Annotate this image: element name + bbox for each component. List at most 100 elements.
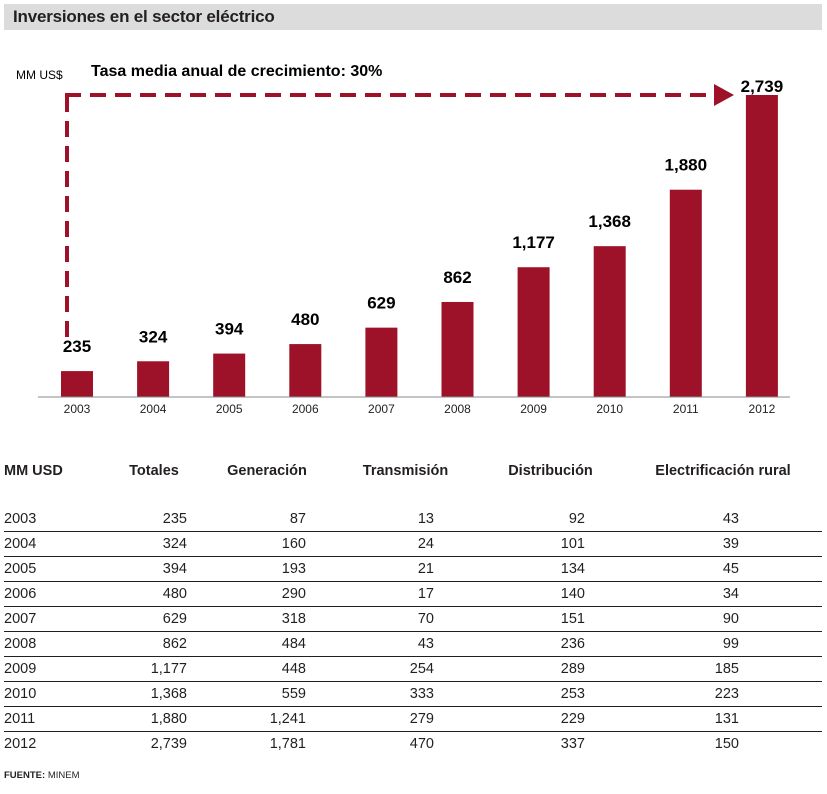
table-cell-text: 87 <box>289 511 306 527</box>
bar-2007 <box>365 327 398 397</box>
x-tick-label-2011: 2011 <box>673 402 699 416</box>
bar-2012 <box>745 95 778 397</box>
table-cell-value: 862 <box>108 631 200 657</box>
table-cell-text: 151 <box>560 611 585 627</box>
bar-2008 <box>441 301 474 397</box>
table-cell-text: 559 <box>281 686 306 702</box>
table-cell-text: 333 <box>409 686 434 702</box>
table-cell-text: 394 <box>162 561 187 577</box>
table-cell-text: 318 <box>281 611 306 627</box>
table-cell-value: 229 <box>477 706 624 732</box>
table-cell-value: 70 <box>334 606 477 632</box>
bar-chart: MM US$ Tasa media anual de crecimiento: … <box>16 63 790 416</box>
table-cell-text: 2010 <box>4 686 37 702</box>
table-cell-value: 140 <box>477 581 624 607</box>
table-cell-value: 34 <box>624 581 822 607</box>
table-cell-text: 39 <box>722 536 739 552</box>
table-cell-year: 2010 <box>4 681 108 707</box>
table-cell-text: 484 <box>281 636 306 652</box>
header-electrificacion-rural: Electrificación rural <box>655 463 791 479</box>
table-cell-value: 99 <box>624 631 822 657</box>
table-cell-text: 862 <box>162 636 187 652</box>
title-bar: Inversiones en el sector eléctrico <box>4 4 822 30</box>
table-cell-text: 134 <box>560 561 585 577</box>
table-cell-year: 2008 <box>4 631 108 657</box>
growth-annotation: Tasa media anual de crecimiento: 30% <box>91 63 382 80</box>
table-cell-value: 223 <box>624 681 822 707</box>
table-cell-value: 337 <box>477 732 624 757</box>
table-cell-text: 1,781 <box>269 736 306 752</box>
source-text: MINEM <box>47 770 80 781</box>
table-row: 2011 1,880 1,241 279 229 131 <box>4 706 822 732</box>
source-label: FUENTE: <box>4 770 46 781</box>
table-cell-value: 333 <box>334 681 477 707</box>
table-cell-text: 193 <box>281 561 306 577</box>
bar-2005 <box>213 353 246 397</box>
table-cell-text: 99 <box>722 636 739 652</box>
source-note: FUENTE: MINEM <box>4 770 79 781</box>
table-cell-text: 289 <box>560 661 585 677</box>
table-row: 2006 480 290 17 140 34 <box>4 581 822 607</box>
table-cell-value: 21 <box>334 556 477 582</box>
table-cell-text: 1,880 <box>150 711 187 727</box>
table-cell-text: 236 <box>560 636 585 652</box>
table-cell-year: 2009 <box>4 656 108 682</box>
table-row: 2007 629 318 70 151 90 <box>4 606 822 632</box>
table-cell-value: 629 <box>108 606 200 632</box>
table-cell-value: 92 <box>477 507 624 532</box>
bar-2009 <box>517 267 550 397</box>
table-cell-value: 235 <box>108 507 200 532</box>
table-cell-value: 290 <box>200 581 334 607</box>
value-label-2005: 394 <box>215 320 244 339</box>
table-cell-value: 193 <box>200 556 334 582</box>
table-cell-value: 470 <box>334 732 477 757</box>
header-distribucion: Distribución <box>508 463 593 479</box>
value-label-2008: 862 <box>443 268 471 287</box>
table-cell-text: 337 <box>560 736 585 752</box>
table-cell-year: 2005 <box>4 556 108 582</box>
bar-2010 <box>593 246 626 397</box>
table-cell-value: 185 <box>624 656 822 682</box>
table-cell-text: 45 <box>722 561 739 577</box>
table-cell-value: 151 <box>477 606 624 632</box>
table-cell-text: 13 <box>417 511 434 527</box>
header-generacion: Generación <box>227 463 307 479</box>
x-tick-label-2008: 2008 <box>444 402 471 416</box>
x-tick-label-2012: 2012 <box>749 402 776 416</box>
table-cell-value: 1,368 <box>108 681 200 707</box>
table-cell-text: 324 <box>162 536 187 552</box>
header-unit: MM USD <box>4 463 63 479</box>
table-cell-text: 24 <box>417 536 434 552</box>
table-cell-year: 2011 <box>4 706 108 732</box>
table-cell-text: 2012 <box>4 736 37 752</box>
table-row: 2008 862 484 43 236 99 <box>4 631 822 657</box>
table-cell-text: 480 <box>162 586 187 602</box>
x-tick-label-2003: 2003 <box>64 402 91 416</box>
value-label-2012: 2,739 <box>741 77 784 96</box>
table-cell-text: 92 <box>568 511 585 527</box>
table-cell-text: 101 <box>560 536 585 552</box>
table-cell-text: 2006 <box>4 586 37 602</box>
table-cell-value: 318 <box>200 606 334 632</box>
table-cell-year: 2004 <box>4 531 108 557</box>
table-cell-text: 140 <box>560 586 585 602</box>
table-cell-value: 253 <box>477 681 624 707</box>
table-cell-value: 279 <box>334 706 477 732</box>
table-cell-value: 134 <box>477 556 624 582</box>
table-cell-value: 1,880 <box>108 706 200 732</box>
table-body: 2003 235 87 13 92 43 2004 324 160 24 101 39 2005 394 1… <box>4 507 822 756</box>
table-cell-value: 324 <box>108 531 200 557</box>
table-cell-text: 2008 <box>4 636 37 652</box>
table-cell-text: 2005 <box>4 561 37 577</box>
table-cell-text: 254 <box>409 661 434 677</box>
table-cell-value: 13 <box>334 507 477 532</box>
table-cell-value: 254 <box>334 656 477 682</box>
x-tick-label-2010: 2010 <box>596 402 623 416</box>
table-cell-text: 43 <box>722 511 739 527</box>
table-cell-text: 1,241 <box>269 711 306 727</box>
bars: 235 2003 324 2004 394 2005 480 2006 629 2007 862 20… <box>61 77 783 416</box>
table-cell-text: 2007 <box>4 611 37 627</box>
table-cell-text: 150 <box>714 736 739 752</box>
table-cell-text: 34 <box>722 586 739 602</box>
table-header-row: MM USD Totales Generación Transmisión Di… <box>4 457 822 507</box>
